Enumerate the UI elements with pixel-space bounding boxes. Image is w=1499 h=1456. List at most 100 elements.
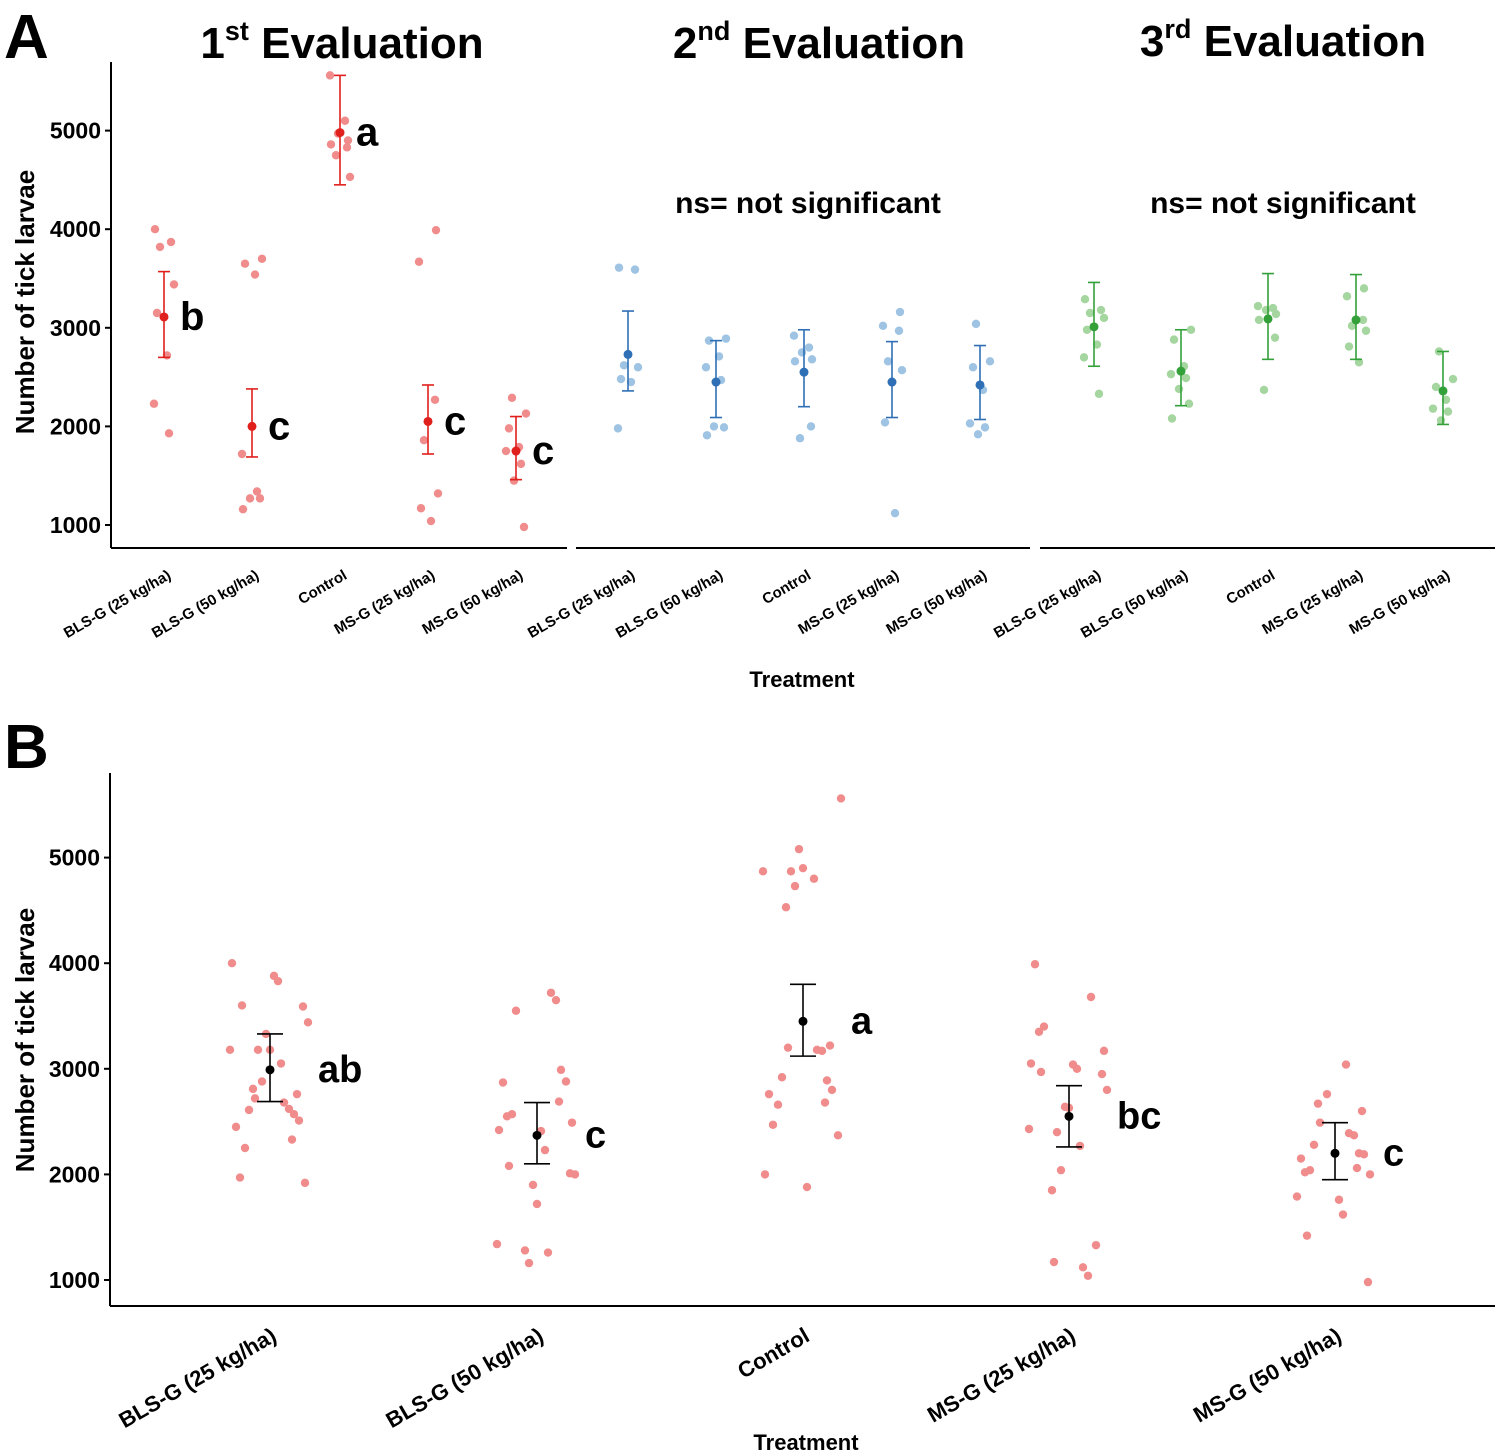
panel-b-x-tick-label: BLS-G (25 kg/ha) [114, 1323, 280, 1433]
panel-a-data-point [431, 225, 441, 235]
panel-a-data-point [702, 431, 712, 440]
panel-b-y-tick-label: 1000 [49, 1267, 100, 1293]
panel-a-data-point [804, 343, 814, 352]
panel-a-data-point [1166, 369, 1176, 379]
panel-b-data-point [790, 881, 800, 891]
panel-b-data-point [225, 1045, 235, 1054]
panel-b-data-point [1049, 1257, 1059, 1267]
panel-a-data-point [797, 348, 807, 357]
panel-a-mean-point [511, 446, 521, 456]
panel-a-x-tick-label: Control [295, 567, 350, 608]
panel-b-data-point [532, 1199, 542, 1209]
panel-b-data-point [1363, 1277, 1373, 1287]
panel-a-data-point [719, 423, 729, 432]
panel-a-data-point [345, 172, 355, 182]
panel-a-data-point [616, 374, 626, 384]
panel-a-data-point [1271, 309, 1281, 319]
panel-a-data-point [971, 319, 981, 329]
panel-b-data-point [1359, 1150, 1369, 1159]
panel-b-mean-point [265, 1065, 275, 1075]
panel-a-data-point [1358, 315, 1368, 325]
panel-b-data-point [498, 1078, 508, 1087]
panel-a-mean-point [335, 128, 345, 138]
panel-b-data-point [825, 1041, 835, 1050]
panel-a-data-point [1184, 399, 1194, 408]
panel-a-data-point [895, 307, 905, 317]
panel-a-y-tick-label: 3000 [50, 315, 101, 341]
panel-a-data-point [968, 363, 978, 372]
panel-b-data-point [1091, 1240, 1101, 1250]
panel-a-data-point [1186, 325, 1196, 334]
panel-a-data-point [252, 487, 262, 496]
panel-b-data-point [1047, 1186, 1057, 1195]
panel-b-x-tick-label: MS-G (50 kg/ha) [1189, 1323, 1345, 1428]
panel-a-data-point [1181, 373, 1191, 383]
panel-a-data-point [340, 116, 350, 125]
panel-a-data-point [507, 393, 517, 403]
panel-b-data-point [502, 1112, 512, 1121]
panel-b-data-point [1083, 1271, 1093, 1280]
panel-a-data-point [890, 508, 900, 518]
panel-a-data-point [619, 361, 629, 370]
panel-a-data-point [343, 136, 353, 145]
panel-b-data-point [294, 1116, 304, 1125]
panel-a-significance-letter: a [356, 111, 379, 155]
panel-a-data-point [878, 321, 888, 331]
panel-a-data-point [1174, 384, 1184, 394]
panel-b-data-point [227, 959, 237, 968]
panel-a-data-point [516, 459, 526, 469]
panel-b-data-point [1296, 1154, 1306, 1163]
panel-a-y-tick-label: 1000 [50, 512, 101, 538]
panel-b-data-point [764, 1089, 774, 1099]
panel-b-data-point [276, 1059, 286, 1068]
panel-b-x-tick-label: MS-G (25 kg/ha) [923, 1323, 1079, 1428]
panel-a-data-point [1096, 305, 1106, 315]
panel-b-mean-point [532, 1130, 542, 1140]
panel-b-data-point [1338, 1210, 1348, 1219]
panel-b-y-axis-label: Number of tick larvae [10, 908, 40, 1172]
panel-a-data-point [255, 494, 265, 503]
panel-b-data-point [1072, 1064, 1082, 1074]
panel-b-data-point [758, 867, 768, 876]
panel-b-y-tick-label: 4000 [49, 950, 100, 976]
panel-b-data-point [1102, 1085, 1112, 1095]
panel-b-data-point [231, 1122, 241, 1132]
panel-b-data-point [768, 1120, 778, 1129]
panel-b-x-ticks: BLS-G (25 kg/ha) BLS-G (50 kg/ha) Control M… [114, 1323, 1345, 1433]
panel-b-data-point [235, 1173, 245, 1182]
panel-a-data-point [325, 71, 335, 80]
panel-a-data-point [166, 237, 176, 247]
panel-a-data-point [149, 399, 159, 408]
panel-a-data-point [1342, 292, 1352, 301]
panel-b-data-point [528, 1180, 538, 1190]
panel-b-data-point [827, 1085, 837, 1095]
panel-a-data-point [155, 242, 165, 252]
panel-a-data-point [897, 365, 907, 375]
panel-b-data-point [546, 988, 556, 997]
panel-b-data-point [250, 1094, 260, 1103]
panel-a-data-point [1259, 385, 1269, 395]
panel-b-data-point [1097, 1069, 1107, 1079]
panel-a-data-point [704, 336, 714, 345]
panel-a-data-point [1253, 301, 1263, 311]
panel-b-data-point [786, 867, 796, 876]
panel-a-mean-point [799, 367, 809, 377]
panel-a-data-point [504, 424, 514, 433]
panel-a-data-point [973, 430, 983, 439]
panel-a-y-tick-label: 2000 [50, 413, 101, 439]
panel-b-data-point [298, 1002, 308, 1011]
panel-b-data-point [1292, 1192, 1302, 1201]
panel-b-data-point [1039, 1022, 1049, 1031]
panel-a-data-point [1092, 340, 1102, 349]
panel-a-data-point [1094, 389, 1104, 399]
panel-a-significance-letter: b [180, 295, 204, 339]
panel-a-data-point [1079, 353, 1089, 362]
panel-b-data-point [1349, 1131, 1359, 1140]
panel-a-data-point [1167, 414, 1177, 423]
panel-b-mean-point [1330, 1148, 1340, 1158]
panel-b-y-tick-label: 5000 [49, 845, 100, 871]
panel-b-data-point [777, 1073, 787, 1082]
panel-a-data-point [501, 446, 511, 456]
panel-a-mean-point [711, 377, 721, 387]
